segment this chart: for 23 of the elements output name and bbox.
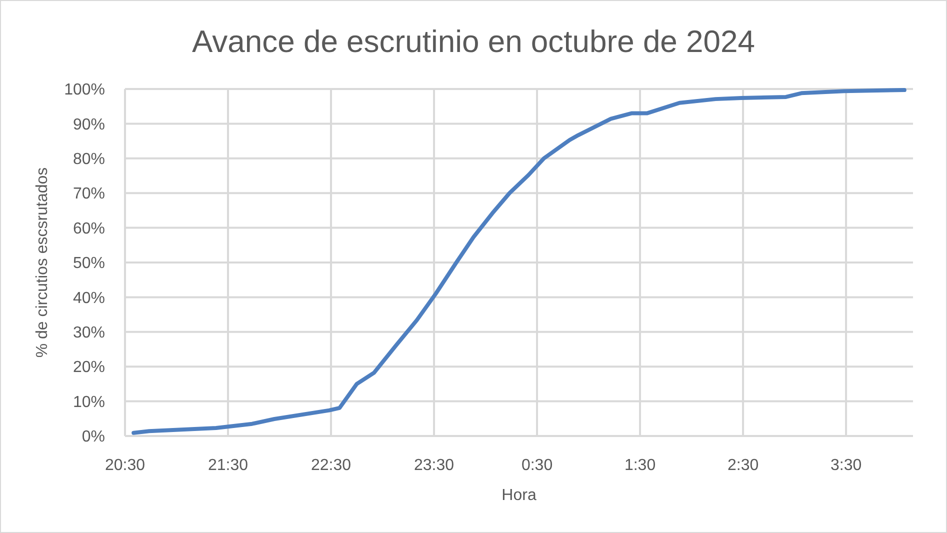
y-tick-label: 80% bbox=[72, 151, 105, 168]
y-tick-label: 0% bbox=[82, 428, 105, 446]
x-tick-label: 20:30 bbox=[104, 457, 146, 474]
y-tick-label: 30% bbox=[72, 324, 105, 342]
y-tick-label: 70% bbox=[72, 186, 105, 203]
y-tick-label: 40% bbox=[72, 290, 105, 307]
x-tick-label: 3:30 bbox=[830, 457, 862, 474]
x-tick-label: 23:30 bbox=[414, 457, 454, 474]
y-tick-label: 90% bbox=[72, 116, 105, 134]
y-tick-label: 100% bbox=[64, 82, 105, 99]
y-tick-label: 60% bbox=[72, 220, 105, 238]
x-tick-label: 21:30 bbox=[208, 457, 248, 474]
y-tick-label: 20% bbox=[72, 359, 105, 376]
x-tick-label: 0:30 bbox=[521, 457, 553, 474]
chart-title: Avance de escrutinio en octubre de 2024 bbox=[192, 24, 755, 59]
x-tick-label: 2:30 bbox=[727, 457, 759, 474]
y-tick-label: 50% bbox=[72, 255, 105, 272]
line-series bbox=[132, 88, 906, 435]
y-axis-title: % de circutios escsrutados bbox=[34, 167, 51, 358]
x-axis-title: Hora bbox=[502, 487, 536, 504]
y-tick-label: 10% bbox=[72, 394, 105, 411]
x-tick-label: 1:30 bbox=[624, 457, 656, 474]
x-tick-label: 22:30 bbox=[310, 457, 352, 474]
